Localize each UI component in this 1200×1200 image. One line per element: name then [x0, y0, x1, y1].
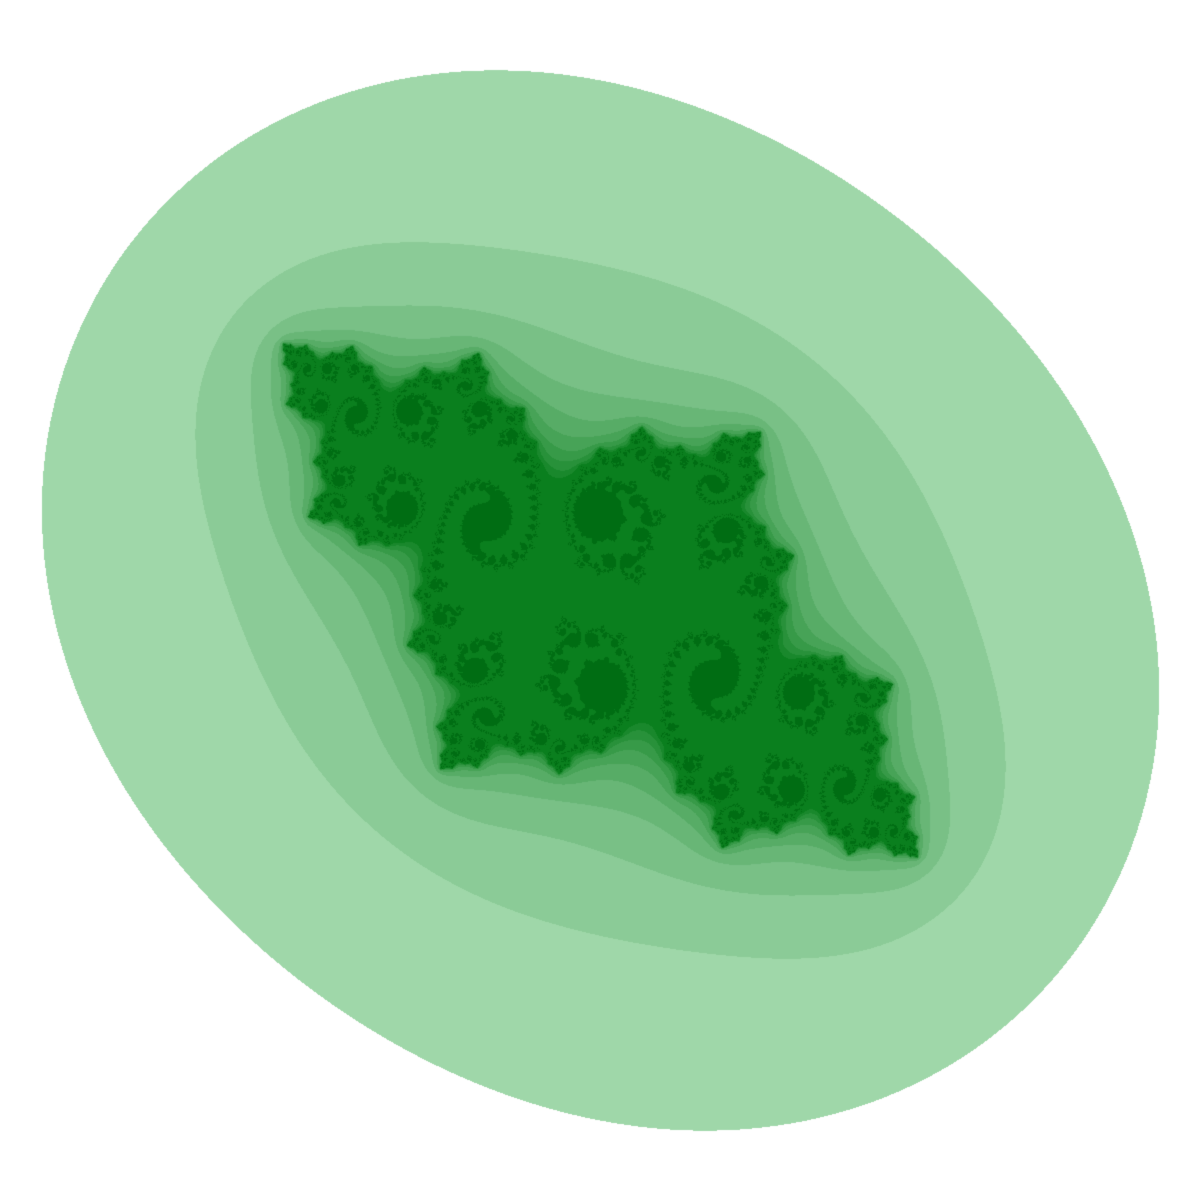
julia-set-canvas: [0, 0, 1200, 1200]
fractal-image: [0, 0, 1200, 1200]
